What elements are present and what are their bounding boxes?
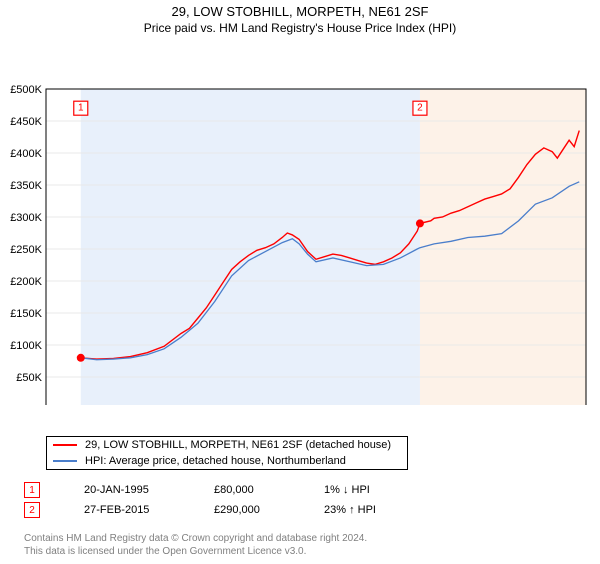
svg-text:£0: £0	[30, 404, 42, 405]
svg-text:£200K: £200K	[10, 276, 42, 288]
legend-item: 29, LOW STOBHILL, MORPETH, NE61 2SF (det…	[47, 437, 407, 453]
transaction-price: £80,000	[214, 484, 294, 496]
svg-text:£150K: £150K	[10, 308, 42, 320]
legend-label: HPI: Average price, detached house, Nort…	[85, 455, 346, 467]
svg-text:£400K: £400K	[10, 148, 42, 160]
transaction-marker-icon: 2	[24, 502, 40, 518]
transaction-marker-icon: 1	[24, 482, 40, 498]
svg-text:£250K: £250K	[10, 244, 42, 256]
legend: 29, LOW STOBHILL, MORPETH, NE61 2SF (det…	[46, 436, 408, 470]
legend-swatch	[53, 444, 77, 446]
svg-text:£50K: £50K	[16, 372, 42, 384]
svg-text:£500K: £500K	[10, 84, 42, 96]
title-line-1: 29, LOW STOBHILL, MORPETH, NE61 2SF	[0, 4, 600, 19]
transaction-date: 20-JAN-1995	[84, 484, 184, 496]
transactions-table: 1 20-JAN-1995 £80,000 1% ↓ HPI 2 27-FEB-…	[24, 478, 424, 522]
legend-label: 29, LOW STOBHILL, MORPETH, NE61 2SF (det…	[85, 439, 391, 451]
transaction-row: 2 27-FEB-2015 £290,000 23% ↑ HPI	[24, 502, 424, 518]
transaction-date: 27-FEB-2015	[84, 504, 184, 516]
transaction-row: 1 20-JAN-1995 £80,000 1% ↓ HPI	[24, 482, 424, 498]
title-line-2: Price paid vs. HM Land Registry's House …	[0, 21, 600, 35]
legend-item: HPI: Average price, detached house, Nort…	[47, 453, 407, 469]
svg-text:2: 2	[417, 103, 423, 114]
footer-line: This data is licensed under the Open Gov…	[24, 546, 367, 559]
footer-line: Contains HM Land Registry data © Crown c…	[24, 533, 367, 546]
price-chart: £0 £50K £100K £150K £200K £250K £300K £350K £400…	[0, 35, 600, 405]
transaction-vs-hpi: 1% ↓ HPI	[324, 484, 424, 496]
svg-text:£350K: £350K	[10, 180, 42, 192]
legend-swatch	[53, 460, 77, 462]
svg-text:£100K: £100K	[10, 340, 42, 352]
svg-text:£300K: £300K	[10, 212, 42, 224]
footer-attribution: Contains HM Land Registry data © Crown c…	[24, 533, 367, 558]
svg-text:£450K: £450K	[10, 116, 42, 128]
transaction-price: £290,000	[214, 504, 294, 516]
svg-text:1: 1	[78, 103, 84, 114]
transaction-vs-hpi: 23% ↑ HPI	[324, 504, 424, 516]
